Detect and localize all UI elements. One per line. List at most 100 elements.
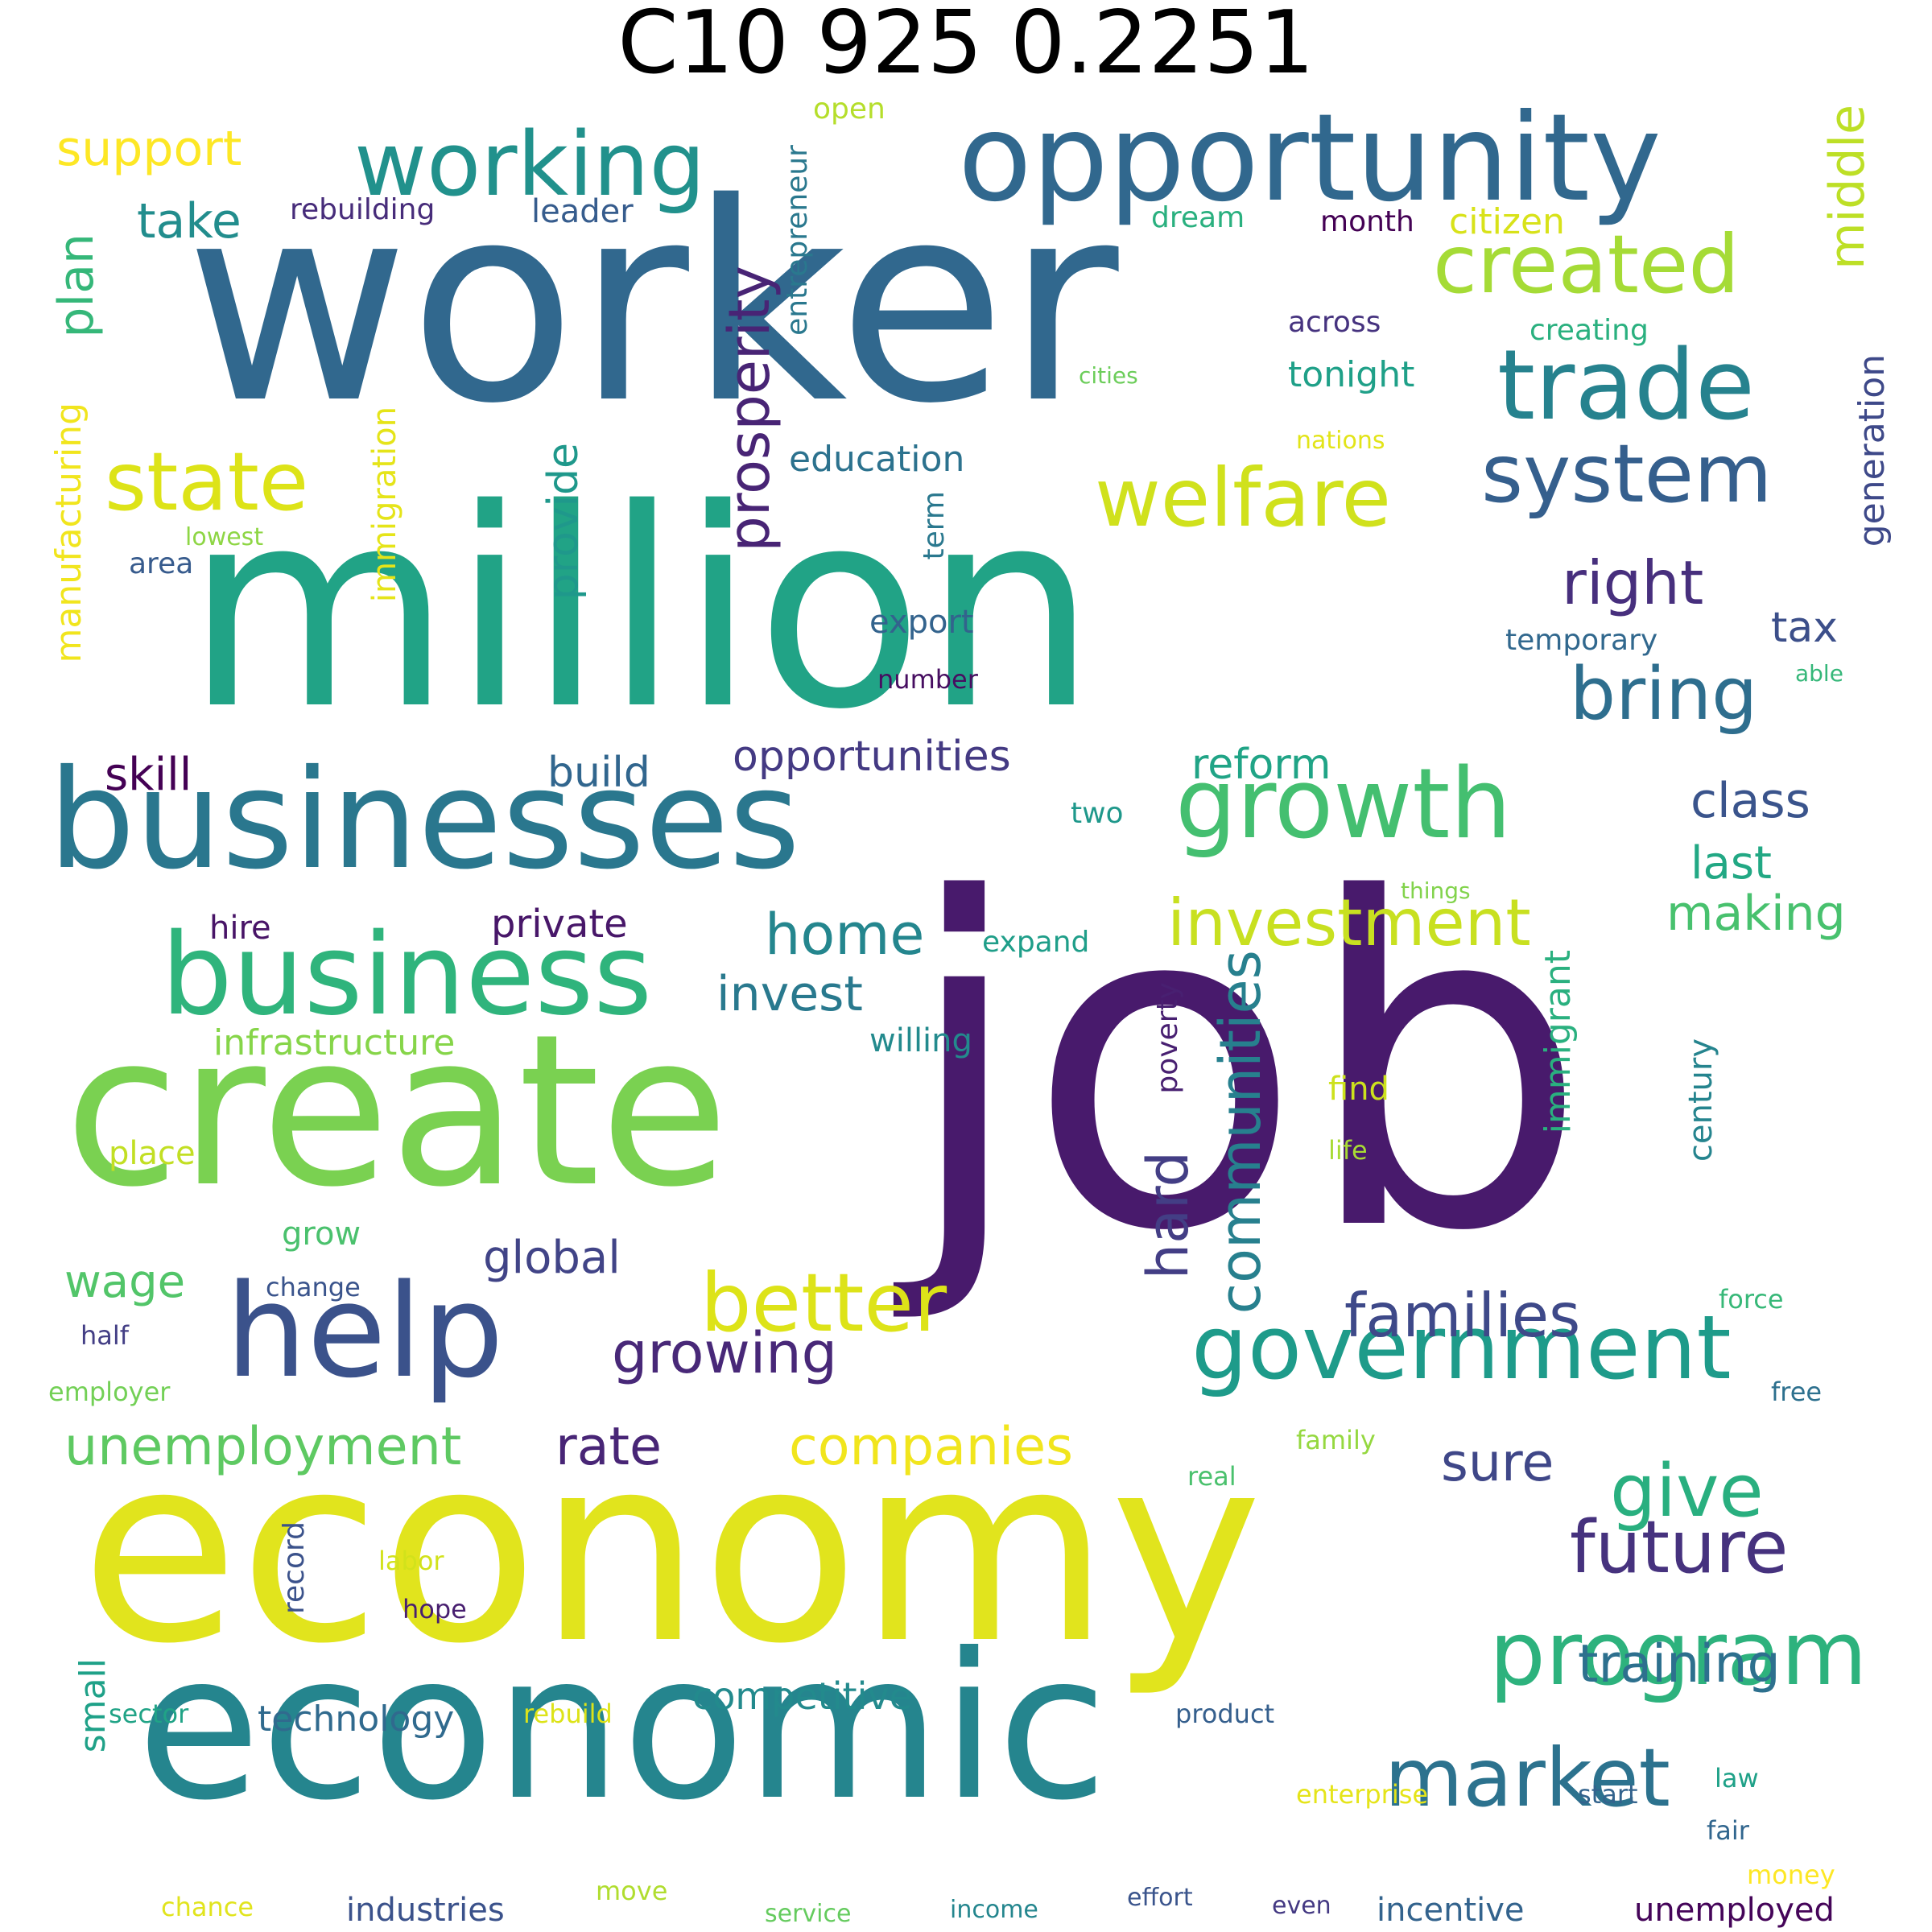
word-incentive: incentive bbox=[1377, 1892, 1525, 1929]
word-immigrant: immigrant bbox=[1538, 950, 1579, 1133]
word-economy: economy bbox=[80, 1401, 1262, 1700]
word-manufacturing: manufacturing bbox=[48, 402, 89, 663]
word-better: better bbox=[700, 1256, 947, 1350]
word-citizen: citizen bbox=[1449, 201, 1565, 242]
word-plan: plan bbox=[48, 233, 105, 338]
word-bring: bring bbox=[1570, 652, 1757, 737]
word-businesses: businesses bbox=[48, 741, 800, 900]
word-industries: industries bbox=[346, 1892, 505, 1929]
word-invest: invest bbox=[716, 966, 863, 1022]
word-able: able bbox=[1795, 660, 1843, 687]
word-life: life bbox=[1328, 1135, 1368, 1166]
word-term: term bbox=[918, 491, 951, 560]
word-change: change bbox=[266, 1272, 361, 1302]
word-families: families bbox=[1344, 1280, 1580, 1351]
word-place: place bbox=[109, 1135, 196, 1172]
word-hope: hope bbox=[402, 1594, 467, 1624]
word-sector: sector bbox=[109, 1699, 189, 1729]
word-number: number bbox=[877, 664, 979, 695]
word-labor: labor bbox=[378, 1546, 444, 1576]
word-even: even bbox=[1272, 1892, 1331, 1920]
word-provide: provide bbox=[539, 443, 588, 600]
word-investment: investment bbox=[1167, 886, 1531, 960]
word-rebuild: rebuild bbox=[523, 1699, 613, 1729]
word-cities: cities bbox=[1079, 362, 1138, 389]
word-last: last bbox=[1690, 837, 1772, 890]
word-tonight: tonight bbox=[1288, 354, 1414, 395]
word-hard: hard bbox=[1135, 1151, 1201, 1279]
word-job: job bbox=[888, 805, 1589, 1330]
word-leader: leader bbox=[531, 193, 634, 230]
word-expand: expand bbox=[982, 926, 1089, 959]
word-open: open bbox=[813, 93, 886, 126]
word-rate: rate bbox=[555, 1417, 662, 1477]
word-opportunities: opportunities bbox=[733, 733, 1011, 781]
word-money: money bbox=[1747, 1860, 1835, 1890]
word-welfare: welfare bbox=[1095, 451, 1391, 545]
word-business: business bbox=[161, 910, 652, 1041]
word-take: take bbox=[137, 193, 242, 250]
word-creating: creating bbox=[1530, 314, 1649, 347]
word-making: making bbox=[1666, 886, 1846, 942]
word-support: support bbox=[56, 121, 242, 177]
word-force: force bbox=[1719, 1284, 1784, 1315]
word-private: private bbox=[491, 902, 628, 947]
word-export: export bbox=[869, 604, 974, 641]
word-entrepreneur: entrepreneur bbox=[781, 145, 814, 336]
word-created: created bbox=[1433, 217, 1740, 312]
word-lowest: lowest bbox=[185, 523, 263, 551]
word-poverty: poverty bbox=[1151, 982, 1184, 1094]
word-future: future bbox=[1570, 1505, 1788, 1590]
word-area: area bbox=[129, 547, 193, 580]
word-prosperity: prosperity bbox=[716, 266, 782, 552]
word-small: small bbox=[72, 1658, 114, 1752]
word-reform: reform bbox=[1191, 741, 1331, 789]
page-title: C10 925 0.2251 bbox=[617, 0, 1315, 93]
word-skill: skill bbox=[105, 749, 192, 801]
word-effort: effort bbox=[1127, 1884, 1193, 1912]
word-law: law bbox=[1715, 1763, 1759, 1794]
word-growing: growing bbox=[612, 1320, 837, 1386]
word-willing: willing bbox=[869, 1022, 972, 1059]
word-things: things bbox=[1401, 877, 1471, 904]
word-give: give bbox=[1610, 1449, 1764, 1534]
word-competitive: competitive bbox=[692, 1674, 912, 1718]
word-companies: companies bbox=[789, 1417, 1073, 1477]
word-hire: hire bbox=[209, 910, 271, 947]
word-build: build bbox=[547, 749, 650, 797]
word-product: product bbox=[1175, 1699, 1274, 1729]
word-wage: wage bbox=[64, 1256, 185, 1308]
word-technology: technology bbox=[258, 1699, 454, 1740]
word-rebuilding: rebuilding bbox=[290, 193, 435, 226]
word-month: month bbox=[1320, 205, 1414, 238]
word-record: record bbox=[278, 1521, 311, 1614]
word-infrastructure: infrastructure bbox=[213, 1022, 455, 1063]
word-home: home bbox=[765, 902, 924, 968]
word-worker: worker bbox=[185, 145, 1121, 464]
word-employer: employer bbox=[48, 1377, 171, 1407]
word-nations: nations bbox=[1296, 427, 1385, 455]
word-help: help bbox=[225, 1256, 504, 1406]
word-find: find bbox=[1328, 1071, 1389, 1108]
word-dream: dream bbox=[1151, 201, 1245, 234]
word-move: move bbox=[596, 1876, 667, 1906]
word-communities: communities bbox=[1208, 950, 1274, 1314]
word-government: government bbox=[1191, 1296, 1732, 1399]
word-half: half bbox=[80, 1320, 130, 1351]
word-free: free bbox=[1771, 1377, 1822, 1407]
word-trade: trade bbox=[1497, 330, 1755, 442]
word-immigration: immigration bbox=[366, 407, 403, 602]
word-temporary: temporary bbox=[1505, 624, 1657, 657]
word-generation: generation bbox=[1852, 354, 1893, 547]
word-working: working bbox=[354, 113, 705, 216]
word-global: global bbox=[483, 1232, 621, 1284]
word-sure: sure bbox=[1441, 1433, 1554, 1493]
word-income: income bbox=[950, 1896, 1038, 1924]
word-growth: growth bbox=[1175, 749, 1512, 861]
word-two: two bbox=[1071, 797, 1124, 830]
word-training: training bbox=[1578, 1634, 1781, 1695]
word-unemployment: unemployment bbox=[64, 1417, 461, 1477]
word-education: education bbox=[789, 439, 964, 480]
